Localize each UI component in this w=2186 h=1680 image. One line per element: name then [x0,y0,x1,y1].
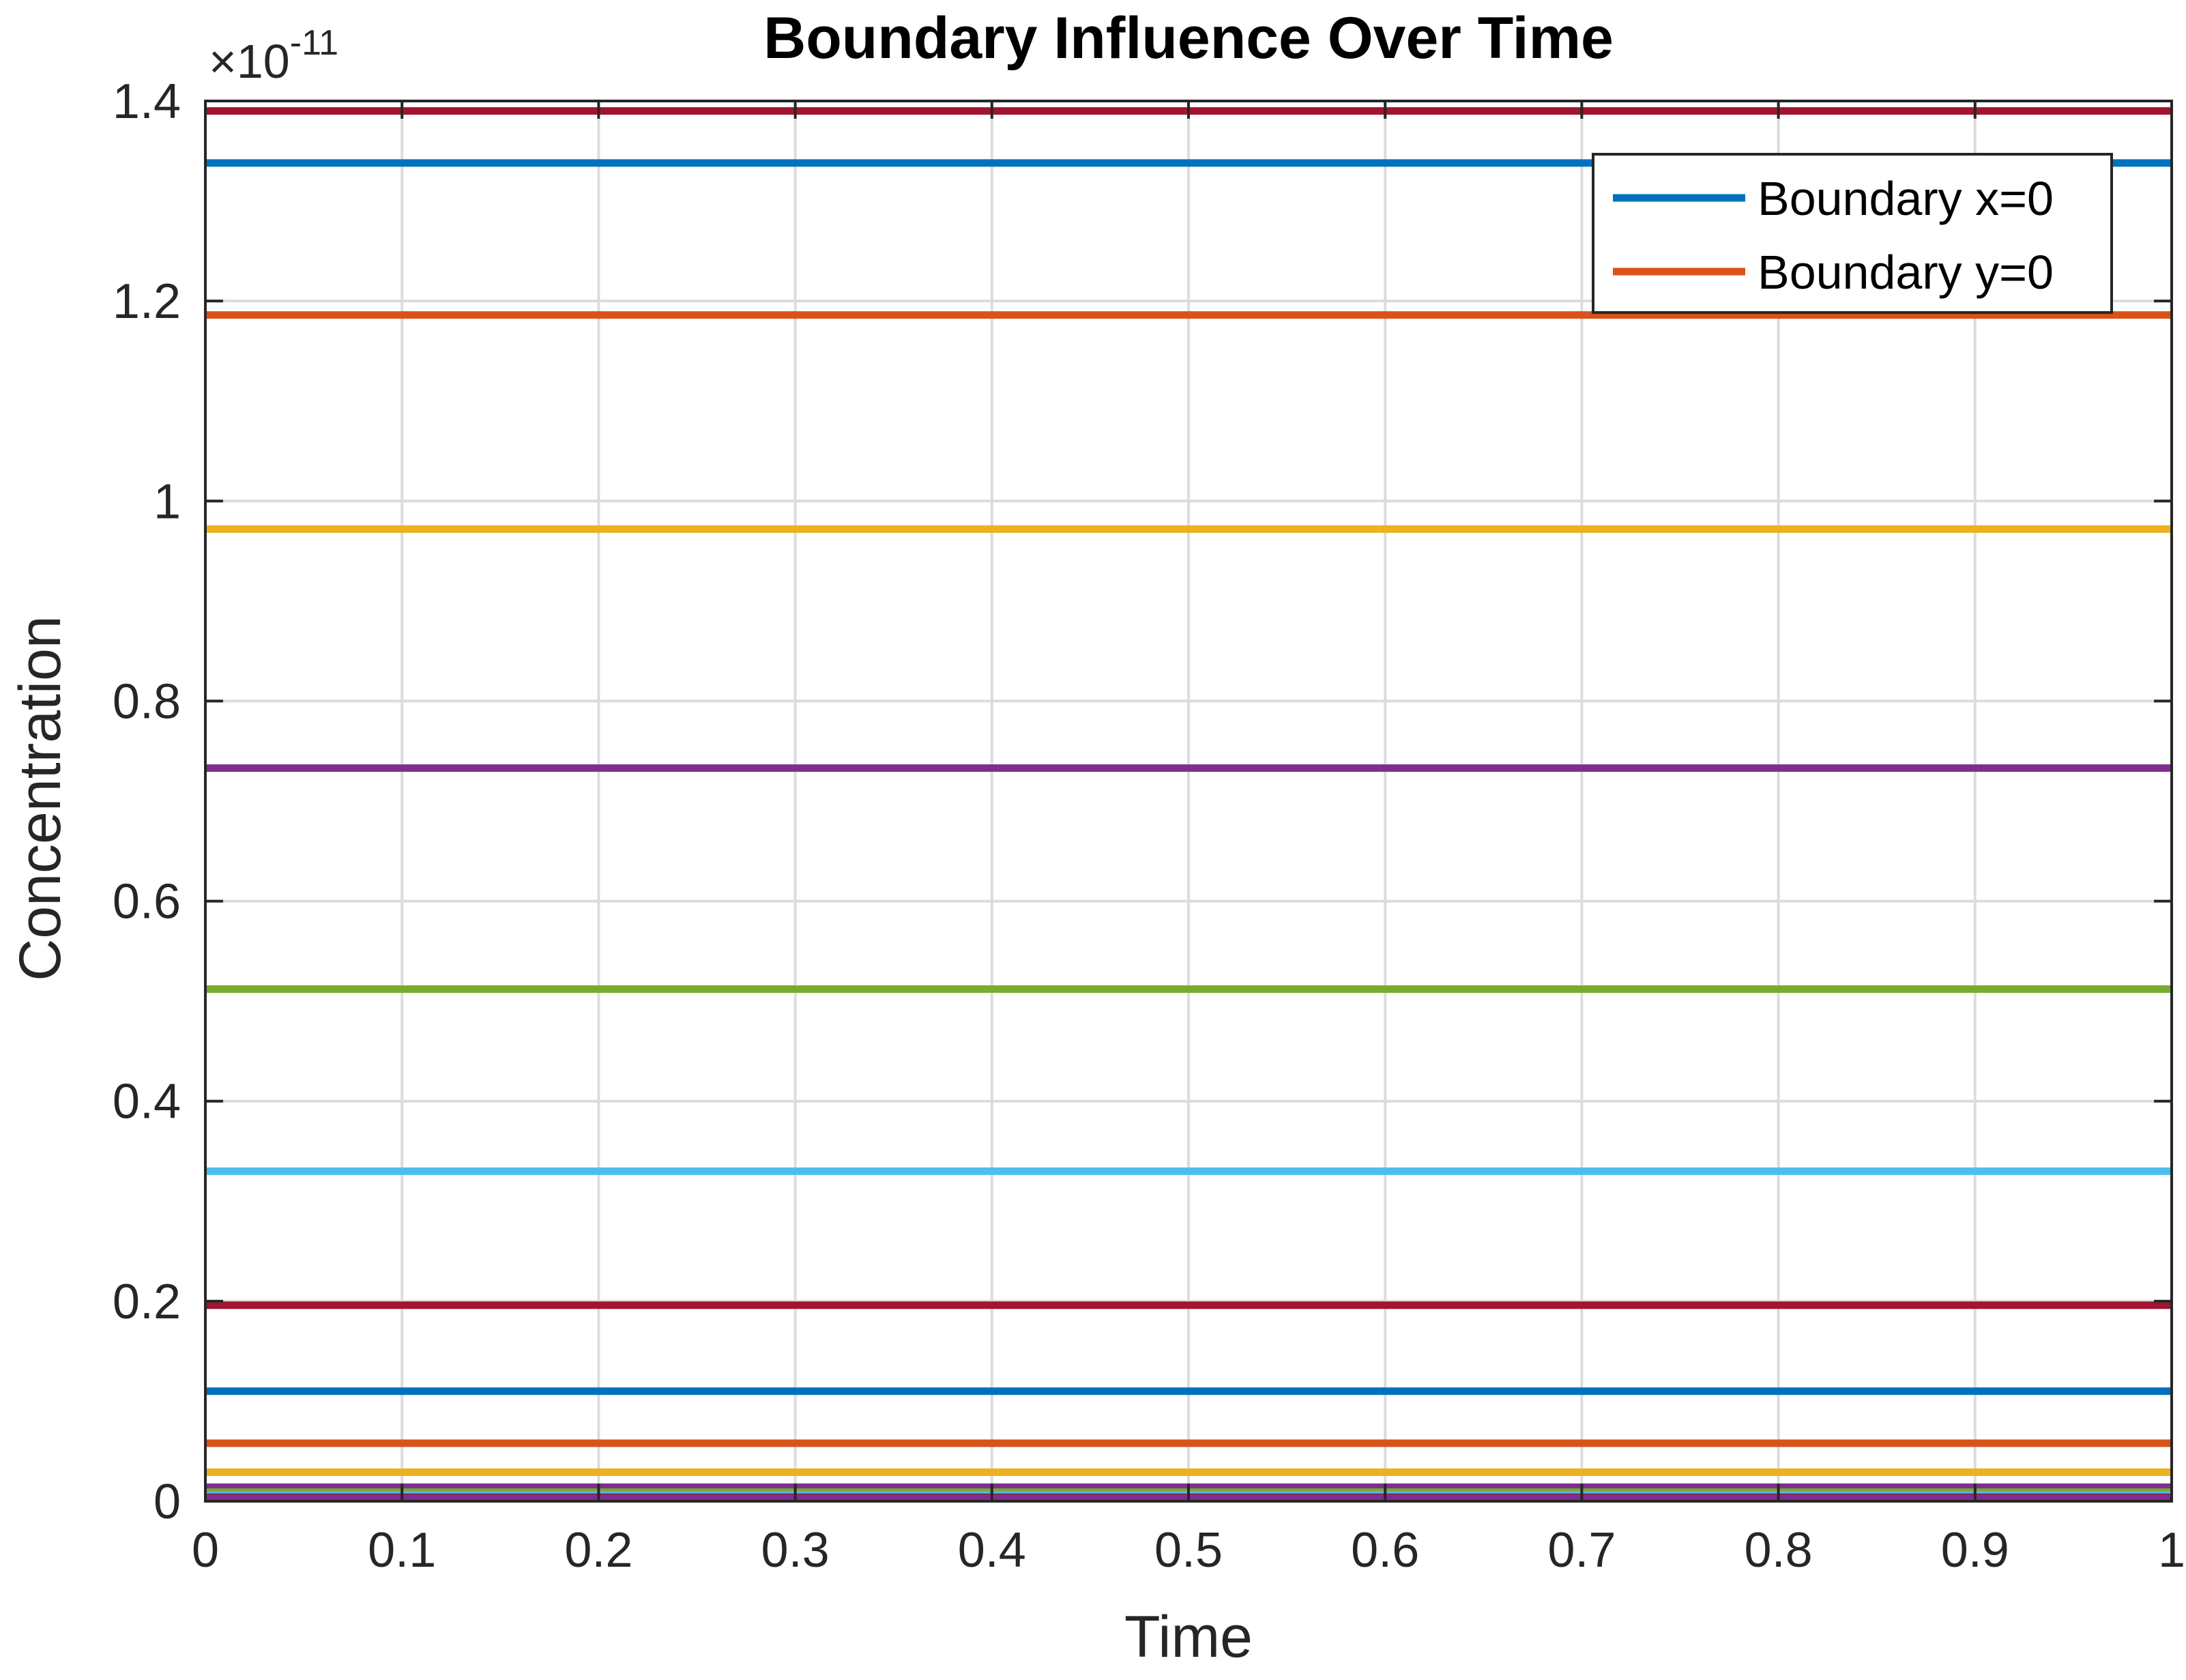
y-tick-label: 1.2 [113,274,181,329]
y-exponent-base: ×10 [209,35,290,88]
y-tick-label: 0 [154,1475,181,1529]
legend-entry-label: Boundary x=0 [1758,172,2054,225]
x-tick-label: 0.9 [1941,1523,2009,1578]
legend-box [1592,153,2113,314]
y-axis-exponent: ×10-11 [209,23,338,88]
legend: Boundary x=0 Boundary y=0 [1592,153,2113,314]
y-tick-label: 0.6 [113,875,181,929]
x-tick-label: 0.8 [1745,1523,1813,1578]
axes [204,100,2173,1503]
grid-lines [205,101,2172,1501]
x-tick-label: 0.2 [564,1523,632,1578]
y-axis-label: Concentration [8,615,73,981]
y-tick-label: 1.4 [113,74,181,129]
x-tick-label: 0.5 [1154,1523,1223,1578]
chart-title: Boundary Influence Over Time [763,5,1614,71]
y-tick-label: 0.2 [113,1275,181,1329]
x-tick-label: 0.7 [1547,1523,1616,1578]
x-tick-label: 0.3 [761,1523,830,1578]
x-tick-label: 1 [2158,1523,2185,1578]
x-tick-label: 0 [192,1523,219,1578]
x-tick-label: 0.1 [368,1523,436,1578]
tick-labels: 0 0.1 0.2 0.3 0.4 0.5 0.6 0.7 0.8 0.9 1 0 0.2 0.4 0.6 0… [113,74,2185,1578]
x-axis-label: Time [1124,1604,1253,1670]
y-exponent-power: -11 [290,23,338,63]
y-tick-label: 1 [154,474,181,529]
x-tick-label: 0.6 [1351,1523,1419,1578]
legend-entry-label: Boundary y=0 [1758,246,2054,299]
y-tick-label: 0.8 [113,674,181,729]
x-tick-label: 0.4 [958,1523,1026,1578]
y-tick-label: 0.4 [113,1075,181,1129]
